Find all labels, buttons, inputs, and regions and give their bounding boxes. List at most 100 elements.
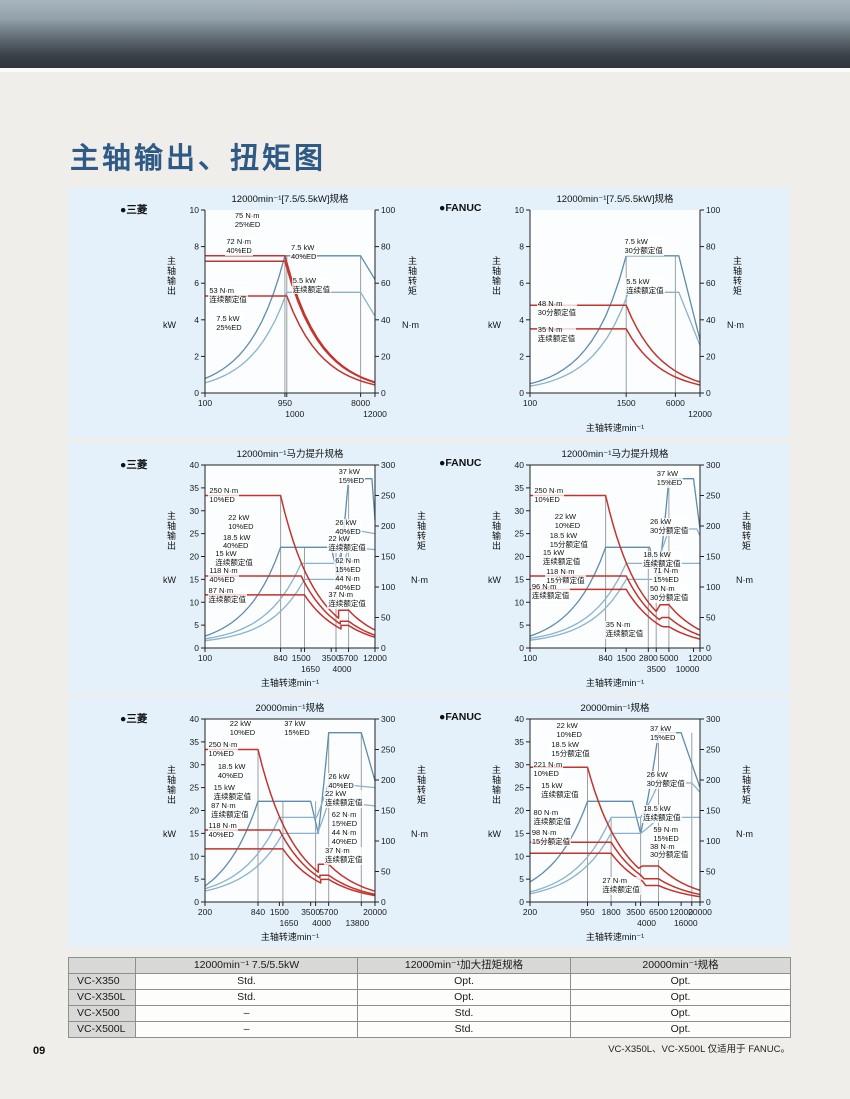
torque-curve — [205, 494, 376, 631]
y-left-axis-label: 主轴输出 — [491, 255, 501, 296]
y-right-axis-label: 主轴转矩 — [732, 255, 742, 296]
table-row: VC-X350 Std. Opt. Opt. — [68, 973, 791, 990]
curve-annotation: 26 kW 30分额定值 — [645, 770, 686, 789]
torque-curve — [205, 594, 376, 639]
curve-annotation: 37 kW 15%ED — [649, 724, 677, 744]
curve-annotation: 15 kW 连续额定值 — [541, 548, 582, 567]
model-name-cell: VC-X500 — [68, 1005, 136, 1022]
brand-label: ●FANUC — [439, 202, 482, 214]
axis-tick-label: 35 — [515, 483, 525, 493]
axis-tick-label: 8 — [519, 242, 524, 252]
axis-tick-label: 25 — [190, 529, 200, 539]
availability-cell: Std. — [357, 1021, 571, 1038]
axis-tick-label: 12000 — [688, 409, 712, 419]
axis-tick-label: 840 — [273, 653, 287, 663]
axis-tick-label: 5000 — [659, 653, 678, 663]
availability-cell: – — [135, 1005, 358, 1022]
y-right-axis-unit: N·m — [411, 828, 428, 839]
axis-tick-label: 3500 — [647, 664, 666, 674]
y-right-axis-unit: N·m — [736, 574, 753, 585]
axis-tick-label: 20 — [515, 806, 525, 816]
torque-curve — [205, 295, 376, 386]
axis-tick-label: 0 — [194, 897, 199, 907]
table-header-row: 12000min⁻¹ 7.5/5.5kW 12000min⁻¹加大扭矩规格 2000… — [68, 957, 791, 974]
curve-annotation: 7.5 kW 40%ED — [290, 242, 318, 262]
axis-tick-label: 6 — [519, 278, 524, 288]
axis-tick-label: 0 — [706, 897, 711, 907]
axis-tick-label: 1500 — [270, 907, 289, 917]
curve-annotation: 22 kW 连续额定值 — [324, 789, 364, 809]
axis-tick-label: 30 — [515, 506, 525, 516]
table-header-cell: 12000min⁻¹ 7.5/5.5kW — [135, 957, 358, 974]
brand-label: ●三菱 — [120, 204, 148, 216]
availability-cell: Std. — [135, 973, 358, 990]
y-right-axis-unit: N·m — [727, 319, 744, 330]
availability-cell: – — [135, 1021, 358, 1038]
axis-tick-label: 150 — [706, 552, 720, 562]
axis-tick-label: 12000 — [363, 409, 387, 419]
torque-curve — [530, 588, 701, 640]
curve-annotation: 62 N·m 15%ED — [334, 556, 362, 576]
axis-tick-label: 5700 — [319, 907, 338, 917]
axis-tick-label: 100 — [523, 653, 537, 663]
y-left-axis-unit: kW — [488, 574, 501, 585]
y-right-axis-unit: N·m — [736, 828, 753, 839]
availability-cell: Opt. — [570, 1005, 791, 1022]
table-header-cell: 20000min⁻¹规格 — [570, 957, 791, 974]
curve-annotation: 87 N·m 连续额定值 — [207, 585, 248, 605]
chart-fanuc-12000-power-up: 0 5 10 15 20 25 30 35 40 0 50 100 150 200 250 300 100 840… — [429, 443, 790, 693]
chart-canvas: 0 5 10 15 20 25 30 35 40 0 50 100 150 200 250 300 100 840… — [190, 460, 396, 674]
axis-tick-label: 200 — [381, 521, 395, 531]
axis-tick-label: 40 — [190, 714, 200, 724]
curve-annotation: 27 N·m 连续额定值 — [601, 876, 641, 895]
axis-tick-label: 5700 — [339, 653, 358, 663]
axis-tick-label: 35 — [190, 483, 200, 493]
availability-cell: Opt. — [570, 973, 791, 990]
axis-tick-label: 12000 — [363, 653, 387, 663]
axis-tick-label: 200 — [198, 907, 212, 917]
axis-tick-label: 5 — [519, 874, 524, 884]
axis-tick-label: 150 — [706, 806, 720, 816]
axis-tick-label: 10 — [190, 205, 200, 215]
curve-annotation: 22 kW 连续额定值 — [327, 534, 367, 554]
page-number: 09 — [33, 1045, 46, 1057]
y-left-axis-unit: kW — [163, 574, 176, 585]
axis-tick-label: 25 — [515, 783, 525, 793]
curve-annotation: 26 kW 40%ED — [327, 771, 355, 791]
curve-annotation: 22 kW 10%ED — [553, 512, 582, 532]
curve-annotation: 37 N·m 连续额定值 — [327, 590, 367, 609]
chart-title: 12000min⁻¹马力提升规格 — [236, 449, 344, 460]
curve-annotation: 98 N·m 15分额定值 — [530, 827, 572, 847]
curve-annotation: 18.5 kW 40%ED — [216, 761, 247, 781]
chart-panel-row2: 0 5 10 15 20 25 30 35 40 0 50 100 150 200 250 300 100 840… — [68, 443, 790, 693]
axis-tick-label: 1500 — [617, 653, 636, 663]
chart-title: 12000min⁻¹马力提升规格 — [561, 449, 669, 460]
availability-cell: Std. — [357, 1005, 571, 1022]
curve-annotation: 18.5 kW 15分额定值 — [550, 739, 591, 759]
curve-annotation: 118 N·m 15分额定值 — [545, 567, 586, 587]
axis-tick-label: 10 — [515, 205, 525, 215]
axis-tick-label: 1650 — [279, 918, 298, 928]
axis-tick-label: 4000 — [312, 918, 331, 928]
axis-tick-label: 16000 — [674, 918, 698, 928]
axis-tick-label: 40 — [515, 714, 525, 724]
torque-curve — [530, 494, 701, 631]
chart-panel-row3: 0 5 10 15 20 25 30 35 40 0 50 100 150 200 250 300 200 840… — [68, 697, 790, 947]
chart-fanuc-20000: 0 5 10 15 20 25 30 35 40 0 50 100 150 200 250 300 200 950… — [429, 697, 790, 947]
axis-tick-label: 150 — [381, 806, 395, 816]
y-left-axis-unit: kW — [488, 828, 501, 839]
x-axis-label: 主轴转速min⁻¹ — [260, 678, 320, 688]
curve-annotation: 62 N·m 15%ED — [330, 810, 359, 830]
availability-cell: Std. — [135, 989, 358, 1006]
torque-curve — [205, 575, 376, 637]
curve-annotation: 118 N·m 40%ED — [208, 566, 239, 586]
y-left-axis-label: 主轴输出 — [491, 764, 501, 805]
curve-annotation: 35 N·m 连续额定值 — [536, 325, 577, 344]
table-footnote: VC-X350L、VC-X500L 仅适用于 FANUC。 — [608, 1044, 790, 1055]
curve-annotation: 250 N·m 10%ED — [533, 485, 565, 505]
table-row: VC-X500– Std. Opt. — [68, 1005, 791, 1022]
curve-annotation: 15 kW 连续额定值 — [214, 549, 254, 568]
chart-fanuc-12000-base: 0 2 4 6 8 10 0 20 40 60 80 100 100 1500 6000 12000 ●FANU… — [429, 188, 790, 438]
curve-annotation: 221 N·m 10%ED — [532, 760, 564, 779]
